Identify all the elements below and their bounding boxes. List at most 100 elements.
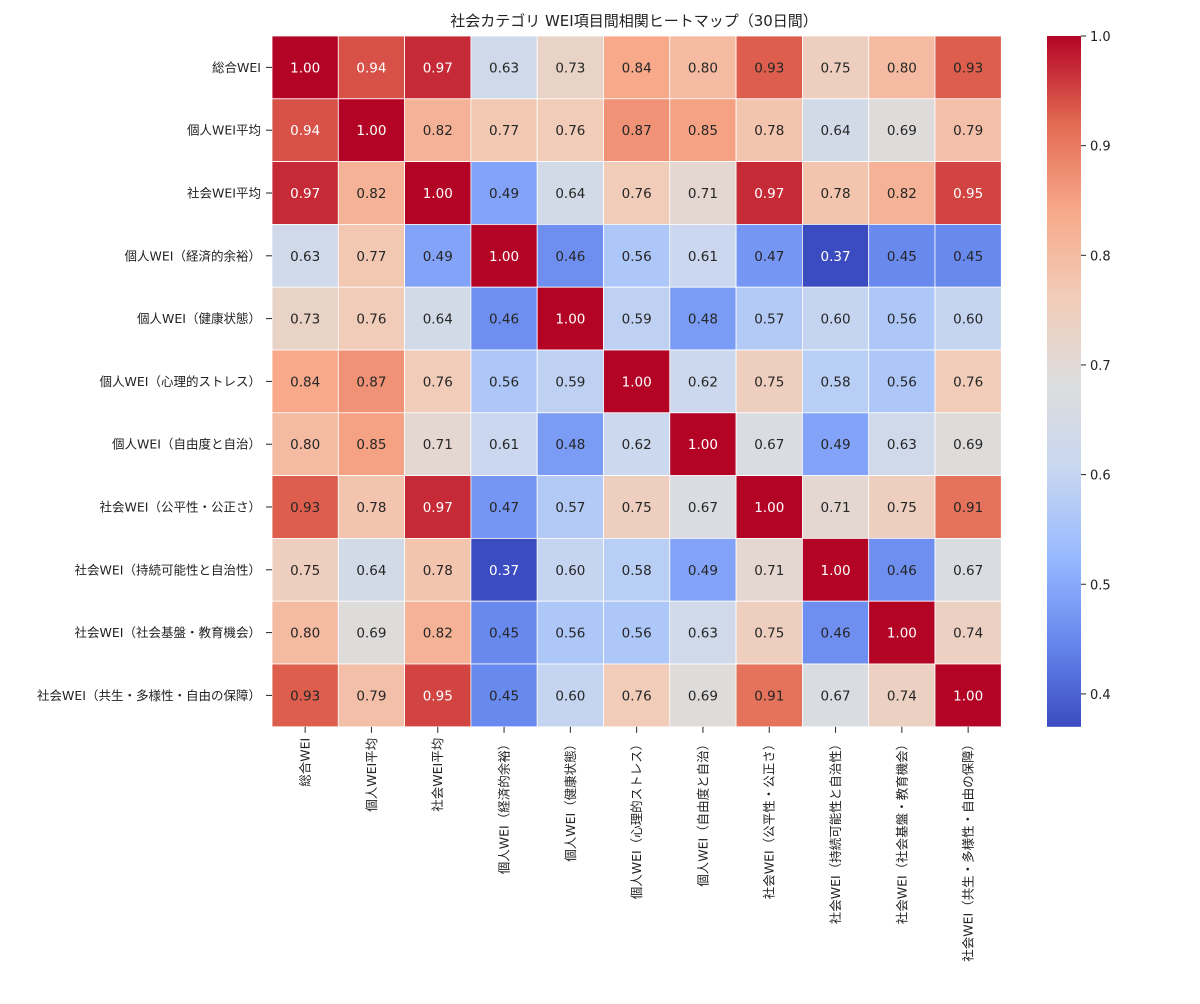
cell-value-label: 0.97 [754, 186, 784, 202]
heatmap-cells: 1.00 0.94 0.97 0.63 0.73 0.84 0.80 0.93 0.75 0.80… [271, 35, 1002, 728]
cell-value-label: 0.76 [622, 186, 652, 202]
colorbar-tick-label: 0.7 [1090, 359, 1111, 374]
heatmap-cell [404, 412, 472, 476]
cell-value-label: 0.79 [356, 688, 386, 704]
cell-value-label: 0.60 [555, 688, 585, 704]
cell-value-label: 1.00 [356, 123, 386, 139]
cell-value-label: 0.45 [887, 249, 917, 265]
cell-value-label: 0.56 [622, 626, 652, 642]
cell-value-label: 0.74 [953, 626, 983, 642]
heatmap-cell [934, 349, 1002, 414]
heatmap-cell [404, 98, 472, 163]
cell-value-label: 0.71 [754, 563, 784, 579]
cell-value-label: 0.85 [356, 437, 386, 453]
cell-value-label: 0.67 [953, 563, 983, 579]
row-tick-label: 社会WEI（社会基盤・教育機会） [75, 625, 261, 640]
heatmap-cell [470, 349, 538, 414]
cell-value-label: 0.60 [953, 312, 983, 328]
cell-value-label: 0.69 [356, 626, 386, 642]
heatmap-cell [934, 600, 1002, 665]
heatmap-cell [868, 663, 936, 728]
heatmap-cell [470, 475, 538, 539]
heatmap-cell [337, 475, 405, 539]
cell-value-label: 0.69 [887, 123, 917, 139]
heatmap-cell [337, 223, 405, 288]
heatmap-cell [735, 412, 803, 476]
column-tick-label: 個人WEI（経済的余裕） [497, 738, 512, 874]
cell-value-label: 0.82 [887, 186, 917, 202]
cell-value-label: 0.78 [821, 186, 851, 202]
heatmap-cell [337, 412, 405, 476]
cell-value-label: 0.56 [622, 249, 652, 265]
heatmap-cell [271, 538, 339, 602]
row-tick-label: 個人WEI平均 [187, 123, 261, 138]
cell-value-label: 0.71 [423, 437, 453, 453]
cell-value-label: 0.49 [489, 186, 519, 202]
heatmap-cell [934, 538, 1002, 602]
heatmap-cell [669, 98, 737, 163]
heatmap-cell [603, 98, 671, 163]
cell-value-label: 1.00 [423, 186, 453, 202]
heatmap-cell [271, 412, 339, 476]
cell-value-label: 0.82 [423, 123, 453, 139]
cell-value-label: 0.93 [290, 500, 320, 516]
cell-value-label: 0.46 [555, 249, 585, 265]
heatmap-cell [868, 412, 936, 476]
cell-value-label: 0.49 [688, 563, 718, 579]
cell-value-label: 0.71 [821, 500, 851, 516]
cell-value-label: 1.00 [754, 500, 784, 516]
heatmap-cell [470, 286, 538, 351]
cell-value-label: 0.60 [821, 312, 851, 328]
heatmap-cell [802, 663, 870, 728]
heatmap-cell [271, 98, 339, 163]
colorbar-tick-label: 0.9 [1090, 140, 1111, 155]
cell-value-label: 0.93 [754, 60, 784, 76]
cell-value-label: 0.93 [290, 688, 320, 704]
heatmap-cell [868, 475, 936, 539]
cell-value-label: 0.49 [423, 249, 453, 265]
cell-value-label: 0.56 [489, 374, 519, 390]
heatmap-cell [404, 223, 472, 288]
cell-value-label: 0.80 [688, 60, 718, 76]
heatmap-cell [934, 286, 1002, 351]
heatmap-cell [536, 98, 604, 163]
heatmap-cell [735, 98, 803, 163]
cell-value-label: 0.91 [754, 688, 784, 704]
heatmap-cell [271, 161, 339, 225]
cell-value-label: 0.64 [821, 123, 851, 139]
cell-value-label: 0.63 [290, 249, 320, 265]
cell-value-label: 0.59 [622, 312, 652, 328]
cell-value-label: 0.62 [688, 374, 718, 390]
heatmap-cell [934, 412, 1002, 476]
cell-value-label: 0.84 [622, 60, 652, 76]
heatmap-cell [802, 161, 870, 225]
cell-value-label: 0.82 [356, 186, 386, 202]
cell-value-label: 0.46 [887, 563, 917, 579]
heatmap-cell [470, 35, 538, 100]
heatmap-cell [337, 98, 405, 163]
heatmap-cell [404, 35, 472, 100]
cell-value-label: 0.67 [688, 500, 718, 516]
cell-value-label: 1.00 [555, 312, 585, 328]
heatmap-cell [271, 286, 339, 351]
cell-value-label: 0.45 [489, 626, 519, 642]
heatmap-cell [934, 161, 1002, 225]
cell-value-label: 0.57 [555, 500, 585, 516]
heatmap-cell [669, 475, 737, 539]
cell-value-label: 0.78 [754, 123, 784, 139]
cell-value-label: 0.56 [887, 374, 917, 390]
cell-value-label: 0.57 [754, 312, 784, 328]
cell-value-label: 0.87 [356, 374, 386, 390]
cell-value-label: 0.63 [887, 437, 917, 453]
column-tick-label: 社会WEI（公平性・公正さ） [762, 738, 777, 899]
heatmap-cell [735, 663, 803, 728]
heatmap-cell [735, 35, 803, 100]
heatmap-cell [337, 35, 405, 100]
heatmap-cell [404, 161, 472, 225]
heatmap-cell [868, 223, 936, 288]
cell-value-label: 0.80 [887, 60, 917, 76]
heatmap-cell [868, 538, 936, 602]
heatmap-cell [404, 600, 472, 665]
